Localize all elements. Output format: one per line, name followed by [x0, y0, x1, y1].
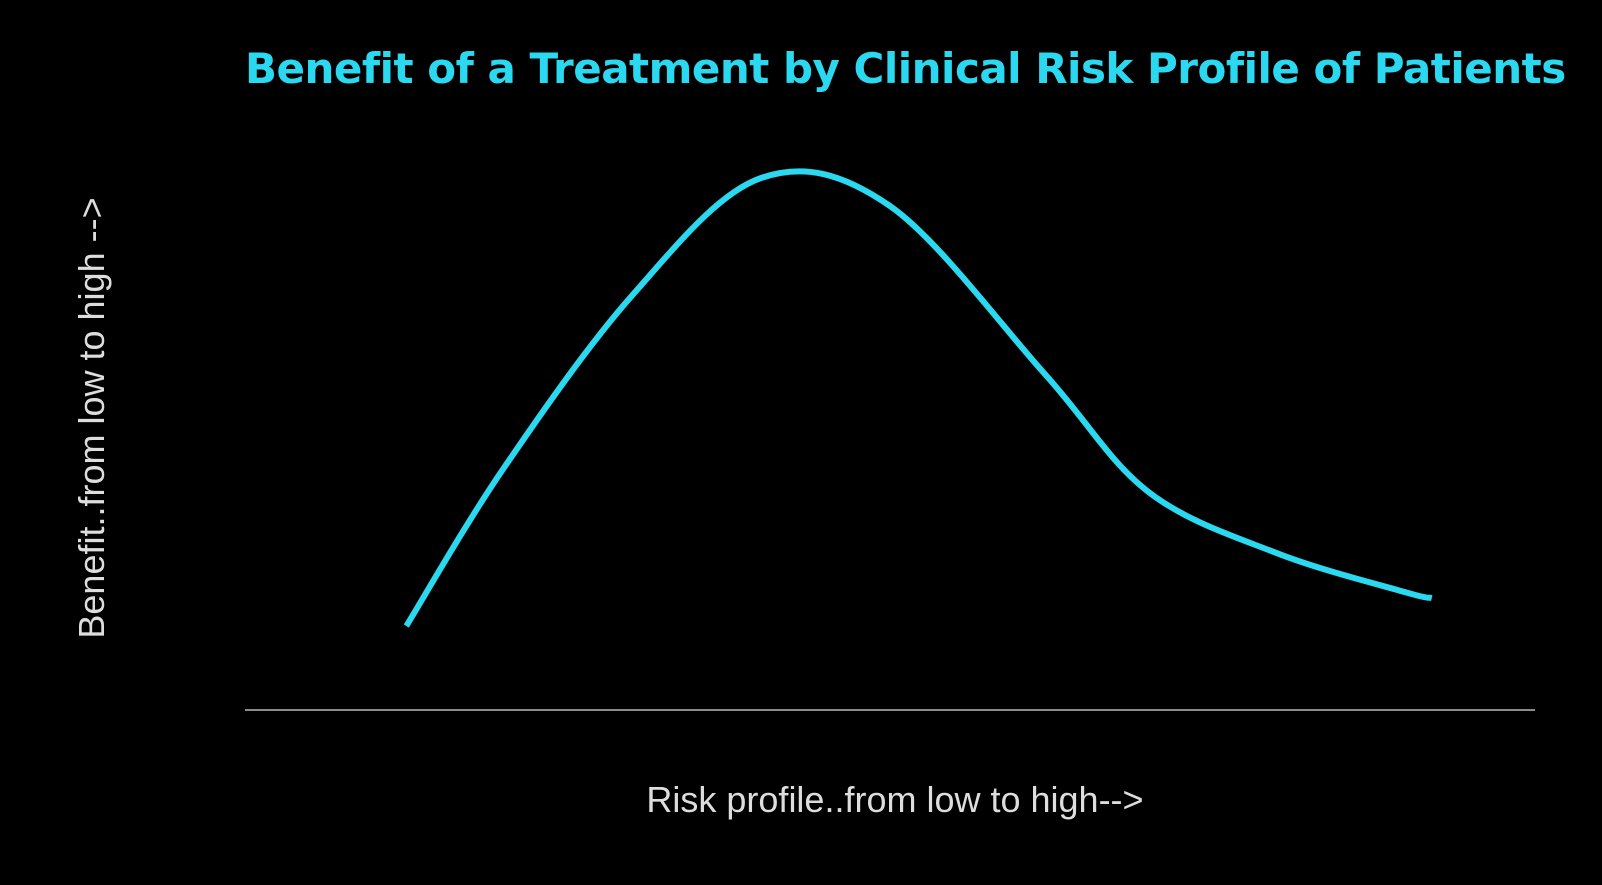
x-axis-label: Risk profile..from low to high-->	[646, 779, 1144, 820]
chart-title: Benefit of a Treatment by Clinical Risk …	[245, 44, 1566, 93]
series-line-benefit-curve	[403, 168, 1433, 628]
